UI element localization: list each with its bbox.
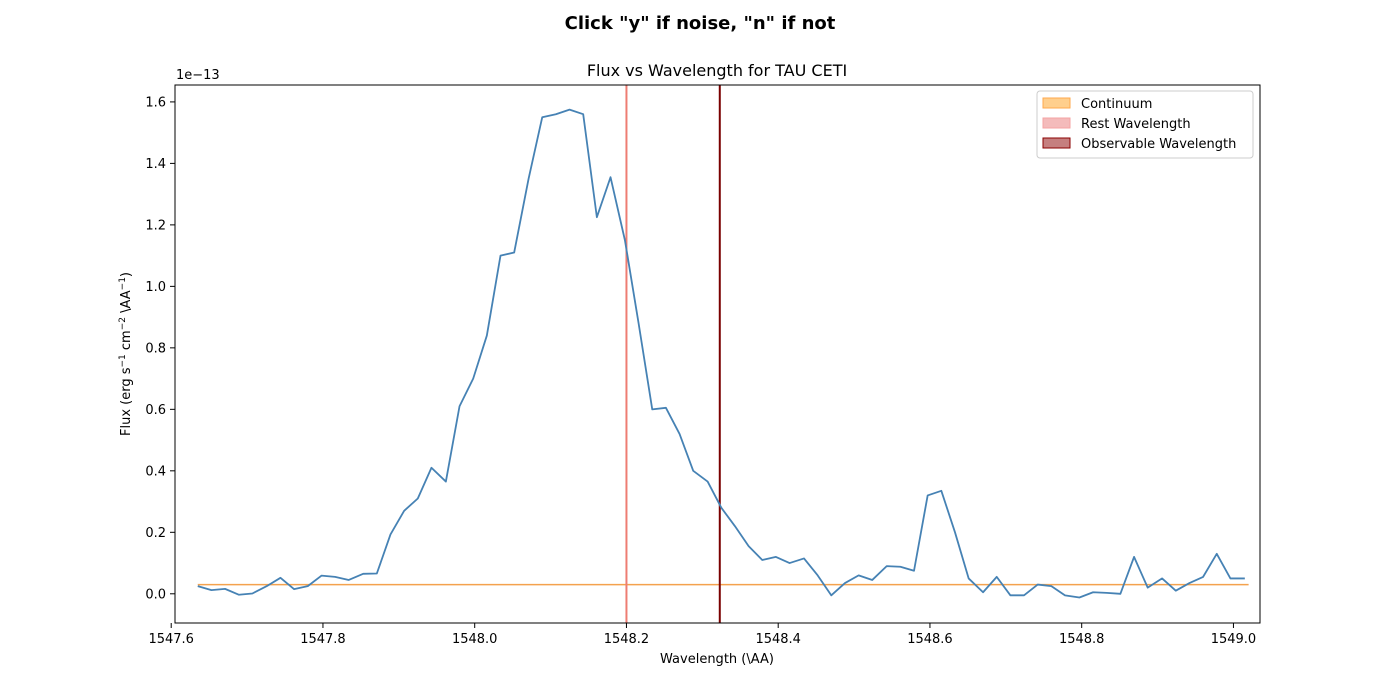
legend: Continuum Rest Wavelength Observable Wavel… (1036, 90, 1254, 159)
x-tick-label: 1548.8 (1059, 632, 1105, 647)
legend-label: Continuum (1081, 97, 1152, 112)
chart-title: Flux vs Wavelength for TAU CETI (587, 61, 847, 80)
plot-area (174, 84, 1261, 624)
y-tick-label: 1.4 (145, 157, 166, 172)
x-tick-label: 1548.0 (452, 632, 498, 647)
flux-series-line (197, 108, 1245, 599)
x-tick-label: 1547.8 (300, 632, 346, 647)
x-axis-label: Wavelength (\AA) (660, 652, 774, 667)
legend-box (1036, 90, 1254, 159)
y-tick-label: 0.0 (145, 587, 166, 602)
y-tick-label: 1.0 (145, 280, 166, 295)
y-tick-label: 1.2 (145, 218, 166, 233)
x-tick-label: 1547.6 (148, 632, 194, 647)
plot-frame (174, 84, 1261, 624)
legend-label: Observable Wavelength (1081, 137, 1236, 152)
suptitle: Click "y" if noise, "n" if not (565, 13, 836, 34)
x-tick-label: 1548.2 (604, 632, 650, 647)
legend-swatch (1042, 137, 1071, 149)
y-axis-label: Flux (erg s−1 cm−2 \AA−1) (118, 272, 134, 436)
y-tick-label: 0.6 (145, 403, 166, 418)
x-axis: 1547.6 1547.8 1548.0 1548.2 1548.4 1548.6 1548… (148, 623, 1256, 647)
legend-label: Rest Wavelength (1081, 117, 1191, 132)
x-tick-label: 1549.0 (1211, 632, 1257, 647)
x-tick-label: 1548.6 (907, 632, 953, 647)
y-tick-label: 1.6 (145, 95, 166, 110)
legend-swatch (1042, 97, 1071, 109)
x-tick-label: 1548.4 (755, 632, 801, 647)
y-offset-text: 1e−13 (176, 68, 220, 83)
y-axis: 0.0 0.2 0.4 0.6 0.8 1.0 1.2 1.4 1.6 (145, 95, 175, 602)
plot-background (175, 85, 1260, 623)
legend-swatch (1042, 117, 1071, 129)
y-tick-label: 0.4 (145, 464, 166, 479)
y-tick-label: 0.8 (145, 341, 166, 356)
y-tick-label: 0.2 (145, 526, 166, 541)
